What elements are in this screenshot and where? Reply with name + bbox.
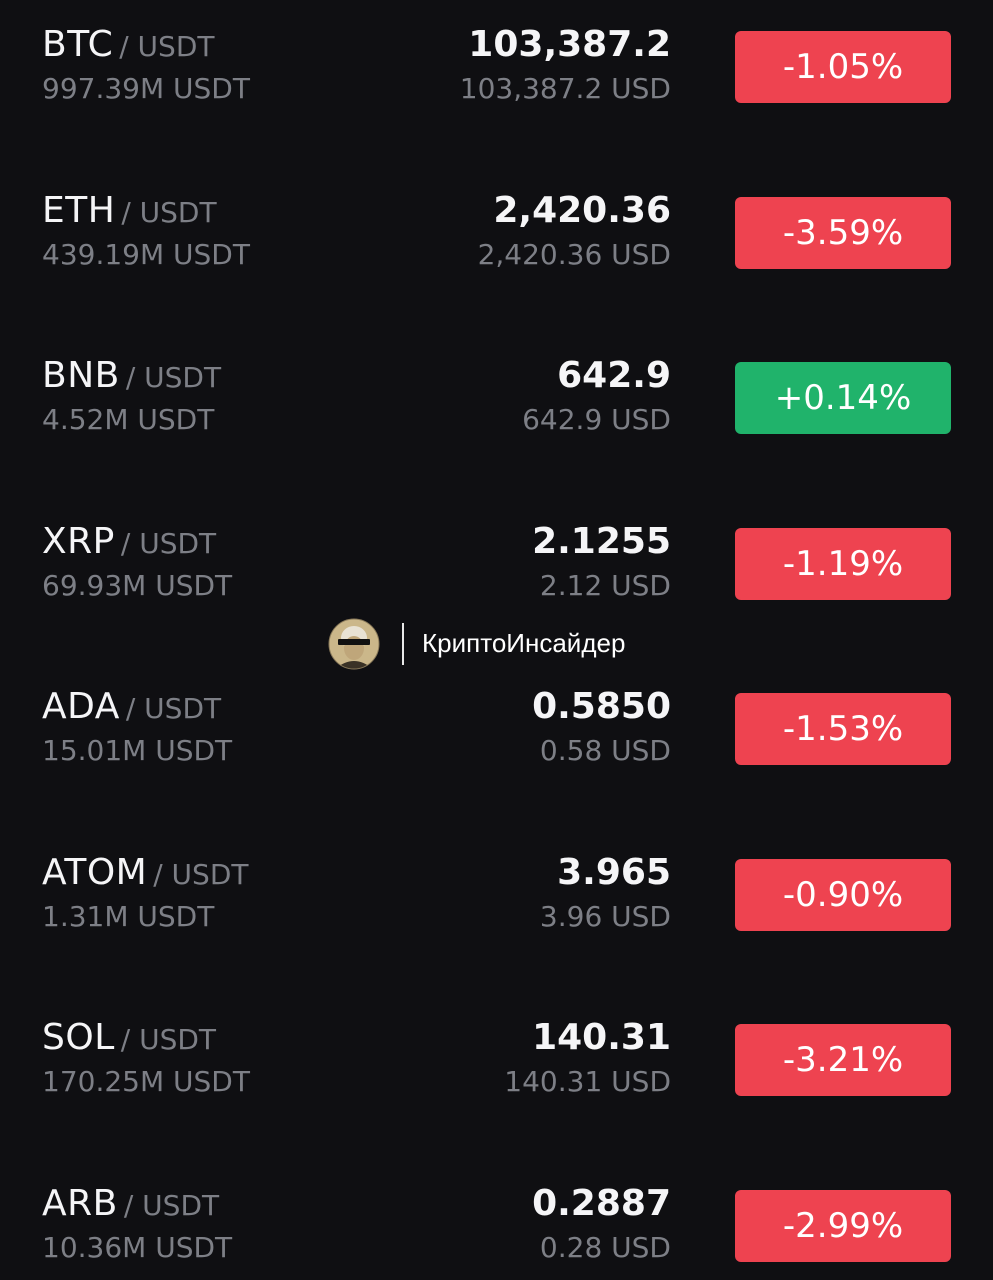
volume-24h: 10.36M USDT xyxy=(42,1231,233,1264)
volume-24h: 170.25M USDT xyxy=(42,1065,250,1098)
avatar-portrait-icon xyxy=(328,618,380,670)
fiat-price: 2,420.36 USD xyxy=(477,238,671,271)
change-badge[interactable]: -1.19% xyxy=(735,528,951,600)
last-price: 2,420.36 xyxy=(493,190,671,231)
market-row-ada[interactable]: ADA / USDT 15.01M USDT 0.5850 0.58 USD -1… xyxy=(0,668,993,778)
trading-pair: BNB / USDT xyxy=(42,355,221,396)
base-asset: XRP xyxy=(42,521,115,562)
volume-24h: 4.52M USDT xyxy=(42,403,215,436)
last-price: 103,387.2 xyxy=(468,24,671,65)
change-badge[interactable]: -0.90% xyxy=(735,859,951,931)
quote-asset: / USDT xyxy=(119,30,215,63)
trading-pair: XRP / USDT xyxy=(42,521,216,562)
quote-asset: / USDT xyxy=(153,858,249,891)
market-row-sol[interactable]: SOL / USDT 170.25M USDT 140.31 140.31 USD… xyxy=(0,999,993,1109)
quote-asset: / USDT xyxy=(121,196,217,229)
trading-pair: SOL / USDT xyxy=(42,1017,216,1058)
quote-asset: / USDT xyxy=(120,527,217,560)
watermark-text: КриптоИнсайдер xyxy=(422,628,626,658)
base-asset: BTC xyxy=(42,24,114,65)
market-row-btc[interactable]: BTC / USDT 997.39M USDT 103,387.2 103,387… xyxy=(0,6,993,116)
trading-pair: BTC / USDT xyxy=(42,24,214,65)
volume-24h: 439.19M USDT xyxy=(42,238,250,271)
market-row-bnb[interactable]: BNB / USDT 4.52M USDT 642.9 642.9 USD +0.… xyxy=(0,337,993,447)
base-asset: ADA xyxy=(42,686,120,727)
base-asset: ARB xyxy=(42,1183,118,1224)
quote-asset: / USDT xyxy=(125,692,222,725)
market-row-xrp[interactable]: XRP / USDT 69.93M USDT 2.1255 2.12 USD -1… xyxy=(0,503,993,613)
fiat-price: 0.28 USD xyxy=(539,1231,671,1264)
market-row-arb[interactable]: ARB / USDT 10.36M USDT 0.2887 0.28 USD -2… xyxy=(0,1165,993,1275)
last-price: 140.31 xyxy=(532,1017,671,1058)
change-badge[interactable]: -3.21% xyxy=(735,1024,951,1096)
change-badge[interactable]: +0.14% xyxy=(735,362,951,434)
volume-24h: 997.39M USDT xyxy=(42,72,250,105)
last-price: 0.2887 xyxy=(532,1183,671,1224)
base-asset: SOL xyxy=(42,1017,115,1058)
volume-24h: 69.93M USDT xyxy=(42,569,233,602)
quote-asset: / USDT xyxy=(123,1189,220,1222)
market-row-atom[interactable]: ATOM / USDT 1.31M USDT 3.965 3.96 USD -0.… xyxy=(0,834,993,944)
last-price: 642.9 xyxy=(557,355,671,396)
volume-24h: 1.31M USDT xyxy=(42,900,215,933)
trading-pair: ADA / USDT xyxy=(42,686,221,727)
base-asset: ETH xyxy=(42,190,116,231)
trading-pair: ETH / USDT xyxy=(42,190,217,231)
change-badge[interactable]: -2.99% xyxy=(735,1190,951,1262)
fiat-price: 642.9 USD xyxy=(522,403,671,436)
market-row-eth[interactable]: ETH / USDT 439.19M USDT 2,420.36 2,420.36… xyxy=(0,172,993,282)
quote-asset: / USDT xyxy=(125,361,222,394)
quote-asset: / USDT xyxy=(120,1023,217,1056)
last-price: 3.965 xyxy=(557,852,671,893)
fiat-price: 103,387.2 USD xyxy=(459,72,671,105)
change-badge[interactable]: -3.59% xyxy=(735,197,951,269)
fiat-price: 0.58 USD xyxy=(539,734,671,767)
fiat-price: 3.96 USD xyxy=(539,900,671,933)
base-asset: ATOM xyxy=(42,852,148,893)
watermark-divider xyxy=(402,623,404,665)
fiat-price: 2.12 USD xyxy=(539,569,671,602)
base-asset: BNB xyxy=(42,355,120,396)
trading-pair: ATOM / USDT xyxy=(42,852,248,893)
volume-24h: 15.01M USDT xyxy=(42,734,233,767)
change-badge[interactable]: -1.53% xyxy=(735,693,951,765)
last-price: 0.5850 xyxy=(532,686,671,727)
trading-pair: ARB / USDT xyxy=(42,1183,219,1224)
last-price: 2.1255 xyxy=(532,521,671,562)
change-badge[interactable]: -1.05% xyxy=(735,31,951,103)
fiat-price: 140.31 USD xyxy=(504,1065,671,1098)
